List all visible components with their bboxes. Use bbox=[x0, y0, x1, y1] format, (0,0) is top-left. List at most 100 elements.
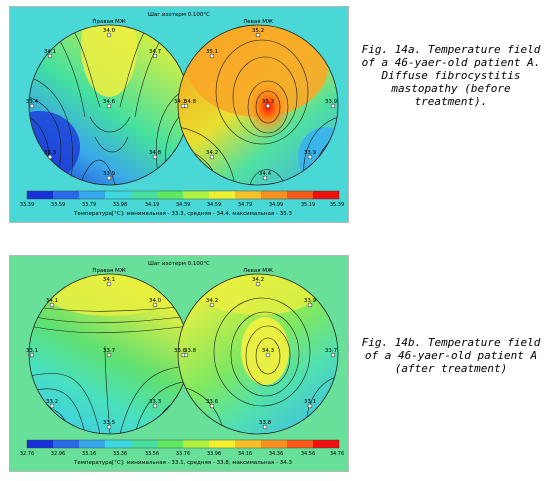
svg-text:33.3: 33.3 bbox=[44, 150, 57, 156]
measurement-points: 34.1 34.0 34.7 33.4 34.6 34.1 33.3 34.8 … bbox=[26, 28, 338, 181]
point-marker: 33.3 bbox=[44, 150, 57, 160]
svg-text:35.2: 35.2 bbox=[252, 28, 264, 34]
svg-text:34.2: 34.2 bbox=[206, 150, 218, 156]
svg-text:32.76: 32.76 bbox=[20, 451, 34, 457]
left-breast-label: Левая МЖ bbox=[243, 268, 273, 274]
svg-text:33.7: 33.7 bbox=[325, 348, 338, 354]
svg-text:33.36: 33.36 bbox=[113, 451, 127, 457]
thermogram-b: Шаг изотерм 0.100°C Правая МЖ Левая МЖ bbox=[10, 256, 348, 471]
measurement-points: 34.1 34.1 34.0 33.1 33.7 33.6 33.2 33.3 … bbox=[26, 277, 338, 430]
thermogram-panel-b: Шаг изотерм 0.100°C Правая МЖ Левая МЖ bbox=[9, 255, 349, 472]
svg-text:33.9: 33.9 bbox=[304, 298, 317, 304]
svg-text:33.9: 33.9 bbox=[304, 150, 317, 156]
thermogram-a: Шаг изотерм 0.100°C Правая МЖ Левая МЖ bbox=[10, 7, 348, 222]
svg-text:33.1: 33.1 bbox=[304, 399, 316, 405]
point-marker: 34.7 bbox=[149, 49, 162, 59]
svg-text:33.59: 33.59 bbox=[51, 202, 65, 208]
thermogram-panel-a: Шаг изотерм 0.100°C Правая МЖ Левая МЖ bbox=[9, 6, 349, 223]
svg-text:32.96: 32.96 bbox=[51, 451, 65, 457]
point-marker: 33.9 bbox=[304, 298, 317, 308]
point-marker: 34.3 bbox=[262, 348, 275, 358]
point-marker: 33.9 bbox=[103, 171, 116, 181]
svg-text:35.39: 35.39 bbox=[330, 202, 344, 208]
svg-text:33.96: 33.96 bbox=[207, 451, 221, 457]
temperature-stats: Температура[°C]: минимальная - 33.3, сре… bbox=[73, 211, 293, 217]
svg-text:34.36: 34.36 bbox=[269, 451, 283, 457]
svg-text:34.16: 34.16 bbox=[238, 451, 252, 457]
svg-text:33.76: 33.76 bbox=[176, 451, 190, 457]
point-marker: 35.3 bbox=[262, 99, 275, 109]
figure-caption-a: Fig. 14a. Temperature field of a 46-yaer… bbox=[361, 43, 541, 108]
svg-text:34.1: 34.1 bbox=[46, 298, 58, 304]
svg-text:34.39: 34.39 bbox=[176, 202, 190, 208]
point-marker: 33.8 bbox=[259, 420, 272, 430]
svg-text:33.1: 33.1 bbox=[26, 348, 38, 354]
point-marker: 34.4 bbox=[259, 171, 272, 181]
svg-text:33.56: 33.56 bbox=[145, 451, 159, 457]
svg-text:34.6: 34.6 bbox=[103, 99, 116, 105]
svg-text:34.1: 34.1 bbox=[103, 277, 115, 283]
temperature-stats: Температура[°C]: минимальная - 33.1, сре… bbox=[73, 460, 293, 466]
svg-text:33.39: 33.39 bbox=[20, 202, 34, 208]
point-marker: 33.2 bbox=[46, 399, 58, 409]
point-marker: 33.3 bbox=[149, 399, 162, 409]
point-marker: 33.9 bbox=[304, 150, 317, 160]
svg-text:33.2: 33.2 bbox=[46, 399, 58, 405]
svg-text:34.0: 34.0 bbox=[103, 28, 116, 34]
svg-text:34.2: 34.2 bbox=[206, 298, 218, 304]
svg-text:34.99: 34.99 bbox=[269, 202, 283, 208]
figure-caption-b: Fig. 14b. Temperature field of a 46-yaer… bbox=[361, 336, 541, 375]
point-marker: 34.0 bbox=[103, 28, 116, 38]
point-marker: 34.6 bbox=[103, 99, 116, 109]
svg-text:34.7: 34.7 bbox=[149, 49, 162, 55]
point-marker: 33.9 bbox=[325, 99, 338, 109]
svg-text:34.8: 34.8 bbox=[184, 99, 197, 105]
point-marker: 33.7 bbox=[325, 348, 338, 358]
point-marker: 34.8 bbox=[149, 150, 162, 160]
right-breast-label: Правая МЖ bbox=[92, 19, 125, 25]
point-marker: 33.4 bbox=[26, 99, 39, 109]
svg-text:33.7: 33.7 bbox=[103, 348, 116, 354]
point-marker: 33.8 bbox=[183, 348, 197, 358]
svg-text:34.1: 34.1 bbox=[44, 49, 56, 55]
svg-text:33.9: 33.9 bbox=[325, 99, 338, 105]
svg-text:33.6: 33.6 bbox=[174, 348, 187, 354]
svg-text:33.16: 33.16 bbox=[82, 451, 96, 457]
isotherm-step-title: Шаг изотерм 0.100°C bbox=[148, 261, 210, 267]
svg-text:33.3: 33.3 bbox=[149, 399, 162, 405]
point-marker: 33.7 bbox=[103, 348, 116, 358]
left-breast-label: Левая МЖ bbox=[243, 19, 273, 25]
point-marker: 33.1 bbox=[304, 399, 316, 409]
svg-text:33.8: 33.8 bbox=[184, 348, 197, 354]
point-marker: 33.6 bbox=[206, 399, 219, 409]
svg-text:34.76: 34.76 bbox=[330, 451, 344, 457]
svg-text:35.3: 35.3 bbox=[262, 99, 275, 105]
svg-text:33.6: 33.6 bbox=[206, 399, 219, 405]
point-marker: 34.1 bbox=[46, 298, 58, 308]
svg-text:34.79: 34.79 bbox=[238, 202, 252, 208]
svg-text:33.4: 33.4 bbox=[26, 99, 39, 105]
color-scale: 33.39 33.59 33.79 33.98 34.19 34.39 34.5… bbox=[20, 190, 344, 217]
svg-text:35.1: 35.1 bbox=[206, 49, 218, 55]
svg-text:34.3: 34.3 bbox=[262, 348, 275, 354]
point-marker: 34.8 bbox=[183, 99, 197, 109]
svg-text:34.19: 34.19 bbox=[145, 202, 159, 208]
scale-ticks: 32.76 32.96 33.16 33.36 33.56 33.76 33.9… bbox=[20, 451, 344, 457]
point-marker: 33.5 bbox=[103, 420, 116, 430]
svg-text:34.2: 34.2 bbox=[252, 277, 264, 283]
point-marker: 35.2 bbox=[252, 28, 264, 38]
svg-text:33.79: 33.79 bbox=[82, 202, 96, 208]
point-marker: 34.2 bbox=[206, 150, 218, 160]
point-marker: 34.2 bbox=[252, 277, 264, 287]
scale-ticks: 33.39 33.59 33.79 33.98 34.19 34.39 34.5… bbox=[20, 202, 344, 208]
svg-text:34.4: 34.4 bbox=[259, 171, 272, 177]
point-marker: 35.1 bbox=[206, 49, 218, 59]
point-marker: 34.1 bbox=[44, 49, 56, 59]
svg-text:33.5: 33.5 bbox=[103, 420, 116, 426]
point-marker: 34.0 bbox=[149, 298, 162, 308]
svg-text:33.9: 33.9 bbox=[103, 171, 116, 177]
color-scale: 32.76 32.96 33.16 33.36 33.56 33.76 33.9… bbox=[20, 439, 344, 466]
svg-text:34.59: 34.59 bbox=[207, 202, 221, 208]
svg-text:33.98: 33.98 bbox=[113, 202, 127, 208]
svg-text:33.8: 33.8 bbox=[259, 420, 272, 426]
